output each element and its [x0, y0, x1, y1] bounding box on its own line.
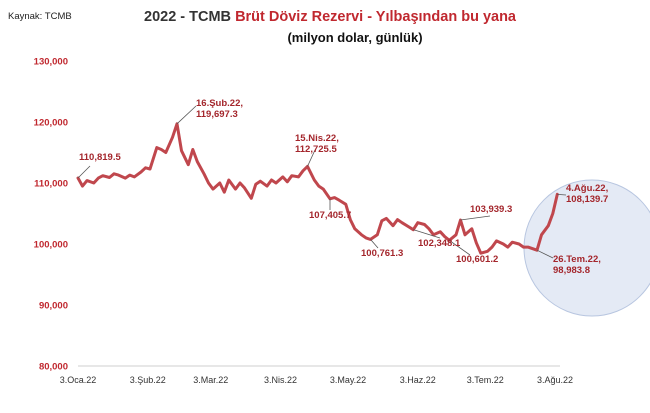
x-tick-label: 3.Tem.22	[467, 375, 504, 385]
y-tick-label: 130,000	[34, 57, 68, 68]
series-line	[76, 122, 559, 255]
title-prefix: 2022 - TCMB	[144, 9, 236, 25]
annotation-leader	[176, 105, 197, 125]
chart-title: 2022 - TCMB Brüt Döviz Rezervi - Yılbaşı…	[0, 9, 650, 25]
annotation-label: 100,761.3	[361, 248, 403, 259]
annotation-line: 26.Tem.22,	[553, 254, 601, 265]
annotation-leader	[449, 240, 471, 256]
y-tick-label: 100,000	[34, 240, 68, 251]
annotation-leader	[370, 239, 379, 249]
annotation-line: 4.Ağu.22,	[566, 183, 608, 194]
annotation-leader	[307, 149, 316, 167]
x-tick-label: 3.Ağu.22	[537, 375, 573, 385]
annotation-line: 102,348.1	[418, 238, 461, 249]
annotation-line: 103,939.3	[470, 204, 512, 215]
annotation-line: 15.Nis.22,	[295, 133, 339, 144]
annotation-leader	[77, 165, 91, 179]
x-tick-label: 3.Mar.22	[193, 375, 228, 385]
y-axis: 130,000 120,000 110,000 100,000 90,000 80,000	[34, 57, 68, 373]
annotation-line: 119,697.3	[196, 109, 238, 120]
annotation-label: 110,819.5	[79, 152, 121, 163]
y-tick-label: 90,000	[39, 301, 68, 312]
x-tick-label: 3.Nis.22	[264, 375, 297, 385]
x-tick-label: 3.Haz.22	[400, 375, 436, 385]
annotation-line: 100,601.2	[456, 254, 498, 265]
annotation-line: 100,761.3	[361, 248, 403, 259]
annotation-line: 107,405.7	[309, 210, 351, 221]
annotation-label: 26.Tem.22, 98,983.8	[553, 254, 601, 276]
annotation-line: 108,139.7	[566, 194, 608, 205]
annotation-leaders	[77, 105, 567, 259]
annotation-line: 98,983.8	[553, 265, 590, 276]
annotation-label: 100,601.2	[456, 254, 498, 265]
y-tick-label: 110,000	[34, 179, 68, 190]
x-axis: 3.Oca.22 3.Şub.22 3.Mar.22 3.Nis.22 3.May.22…	[60, 375, 573, 385]
annotation-line: 112,725.5	[295, 144, 337, 155]
annotations: 110,819.516.Şub.22, 119,697.315.Nis.22, 11…	[79, 98, 608, 276]
source-label: Kaynak: TCMB	[8, 11, 72, 22]
y-tick-label: 80,000	[39, 362, 68, 373]
annotation-leader	[460, 215, 491, 221]
annotation-label: 103,939.3	[470, 204, 512, 215]
annotation-leader	[413, 229, 441, 239]
title-highlight: Brüt Döviz Rezervi - Yılbaşından bu yana	[235, 9, 516, 25]
annotation-label: 4.Ağu.22, 108,139.7	[566, 183, 608, 205]
annotation-leader	[536, 249, 554, 259]
x-tick-label: 3.Şub.22	[130, 375, 166, 385]
x-tick-label: 3.May.22	[330, 375, 366, 385]
annotation-line: 110,819.5	[79, 152, 121, 163]
annotation-label: 107,405.7	[309, 210, 351, 221]
annotation-line: 16.Şub.22,	[196, 98, 243, 109]
y-tick-label: 120,000	[34, 118, 68, 129]
annotation-label: 102,348.1	[418, 238, 461, 249]
annotation-leader	[557, 193, 567, 196]
annotation-label: 15.Nis.22, 112,725.5	[295, 133, 339, 155]
annotation-label: 16.Şub.22, 119,697.3	[196, 98, 243, 120]
x-tick-label: 3.Oca.22	[60, 375, 97, 385]
chart-subtitle: (milyon dolar, günlük)	[287, 30, 423, 45]
